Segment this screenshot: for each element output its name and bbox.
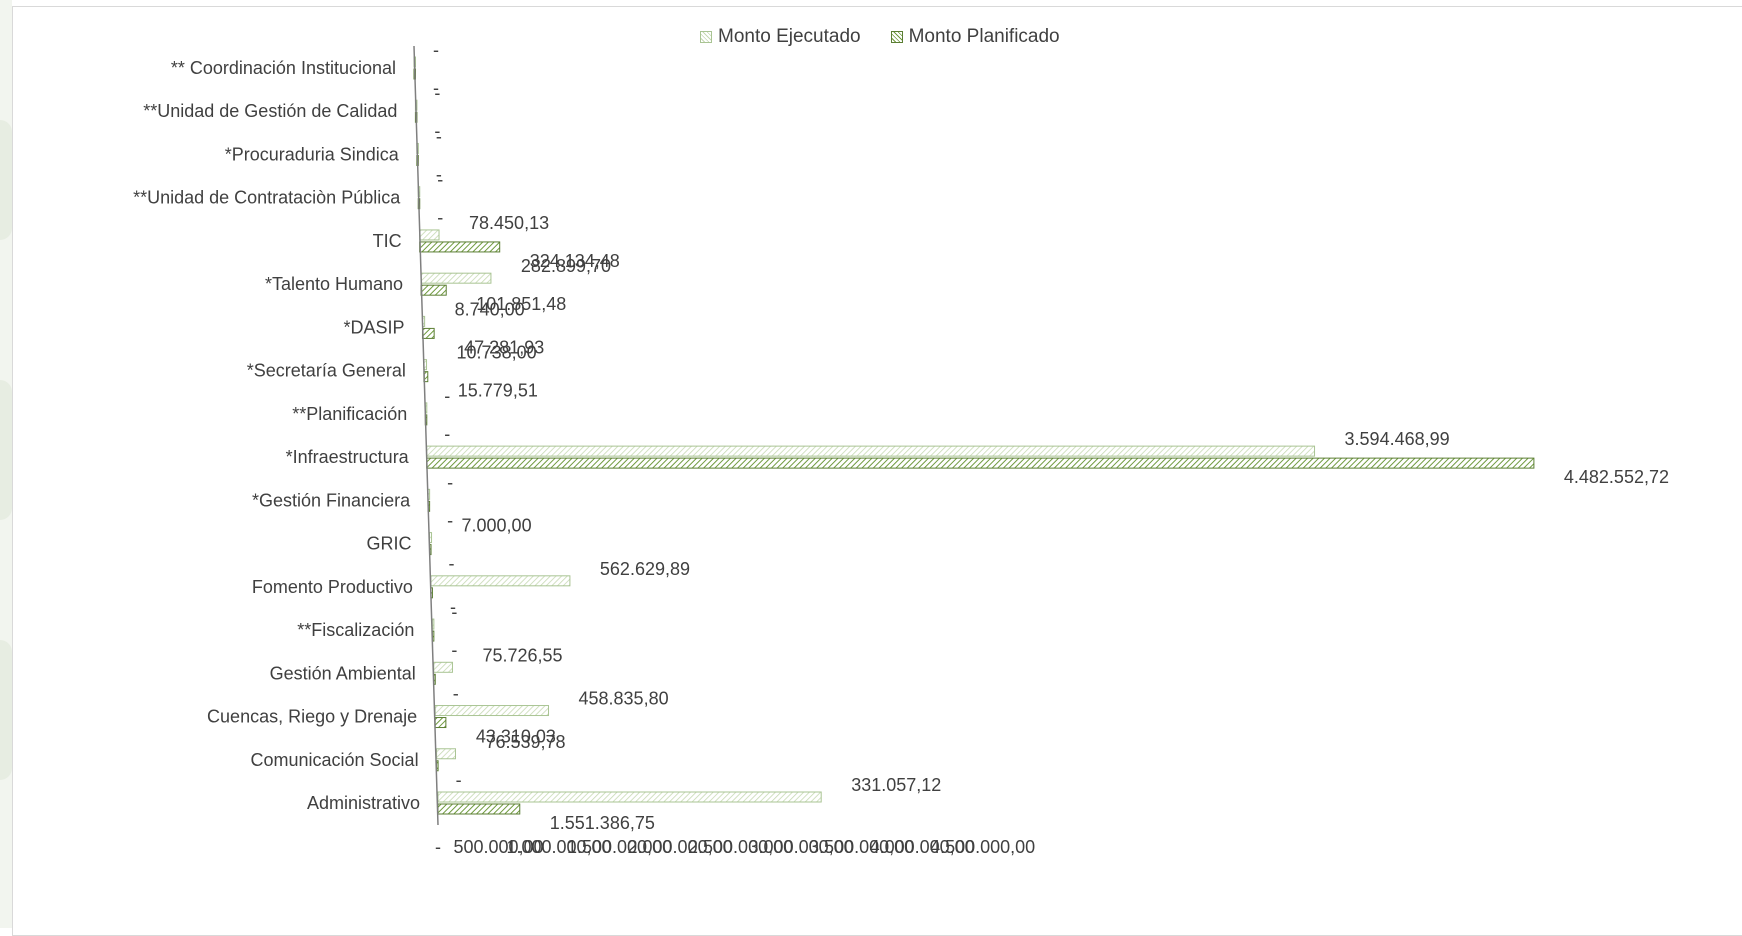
data-label-planned: 324.134,48: [530, 251, 620, 271]
category-label: ** Coordinación Institucional: [171, 58, 396, 78]
data-label-executed: 3.594.468,99: [1345, 429, 1450, 449]
legend-item-planned: Monto Planificado: [890, 26, 1060, 48]
category-label: **Planificación: [292, 404, 407, 424]
category-label: TIC: [373, 231, 402, 251]
category-label: Administrativo: [307, 793, 420, 813]
category-label: *Talento Humano: [265, 274, 403, 294]
bar-executed: [419, 229, 440, 241]
data-label-planned: -: [434, 121, 440, 141]
data-label-executed: 78.450,13: [469, 213, 549, 233]
data-label-executed: -: [447, 472, 453, 492]
category-label: GRIC: [367, 534, 412, 554]
category-label: *Secretaría General: [247, 361, 406, 381]
category-label: **Unidad de Gestión de Calidad: [143, 101, 397, 121]
data-label-executed: 7.000,00: [462, 516, 532, 536]
chart-area: [12, 6, 1742, 936]
data-label-executed: -: [451, 602, 457, 622]
data-label-executed: -: [444, 386, 450, 406]
data-label-executed: -: [434, 83, 440, 103]
bar-planned: [434, 717, 447, 729]
category-label: **Fiscalización: [297, 620, 414, 640]
x-tick-label: 4.000.000,00: [870, 837, 975, 857]
category-label: *DASIP: [343, 317, 404, 337]
data-label-executed: 458.835,80: [579, 689, 669, 709]
data-label-planned: -: [450, 597, 456, 617]
data-label-planned: -: [437, 208, 443, 228]
data-label-planned: 1.551.386,75: [550, 813, 655, 833]
bar-planned: [419, 241, 501, 253]
bar-executed: [420, 272, 492, 284]
legend-swatch-executed: [700, 31, 712, 43]
x-tick-label: 3.000.000,00: [749, 837, 854, 857]
legend-swatch-planned: [890, 31, 903, 43]
data-label-planned: -: [451, 640, 457, 660]
data-label-planned: -: [436, 164, 442, 184]
x-tick-label: -: [435, 837, 441, 857]
x-tick-label: 3.500.000,00: [809, 837, 914, 857]
legend-label-planned: Monto Planificado: [908, 26, 1060, 47]
category-label: Gestión Ambiental: [270, 663, 416, 683]
category-axis-line: [413, 45, 439, 826]
x-tick-label: 1.500.000,00: [567, 837, 672, 857]
category-label: *Gestión Financiera: [252, 490, 411, 510]
legend-item-executed: Monto Ejecutado: [700, 26, 861, 48]
background-decoration: [0, 120, 12, 240]
bar-executed: [430, 575, 571, 587]
data-label-planned: 4.482.552,72: [1564, 467, 1669, 487]
data-label-planned: -: [456, 770, 462, 790]
data-label-planned: 15.779,51: [458, 381, 538, 401]
data-label-planned: -: [444, 424, 450, 444]
data-label-planned: 43.310,03: [476, 727, 556, 747]
x-tick-label: 500.000,00: [453, 837, 543, 857]
category-label: *Infraestructura: [286, 447, 410, 467]
data-label-executed: -: [433, 40, 439, 60]
category-label: *Procuraduria Sindica: [225, 144, 400, 164]
data-label-planned: -: [453, 683, 459, 703]
data-label-planned: -: [433, 78, 439, 98]
bar-planned: [421, 327, 435, 339]
data-label-planned: 101.851,48: [476, 294, 566, 314]
x-tick-label: 2.500.000,00: [688, 837, 793, 857]
bar-executed: [426, 445, 1316, 457]
data-label-executed: -: [436, 126, 442, 146]
category-label: Cuencas, Riego y Drenaje: [207, 707, 417, 727]
data-label-executed: 75.726,55: [482, 645, 562, 665]
bar-planned: [437, 803, 521, 815]
bar-executed: [434, 705, 550, 717]
bar-executed: [436, 748, 456, 760]
background-decoration: [0, 380, 12, 520]
data-label-executed: 76.539,78: [485, 732, 565, 752]
data-label-planned: -: [447, 510, 453, 530]
data-label-executed: 562.629,89: [600, 559, 690, 579]
legend-label-executed: Monto Ejecutado: [718, 26, 861, 47]
x-tick-label: 4.500.000,00: [930, 837, 1035, 857]
data-label-executed: 282.899,70: [521, 256, 611, 276]
category-label: Comunicación Social: [250, 750, 418, 770]
data-label-executed: 10.738,00: [457, 343, 537, 363]
data-label-planned: 47.281,93: [464, 337, 544, 357]
data-label-executed: 8.740,00: [455, 299, 525, 319]
category-label: Fomento Productivo: [252, 577, 413, 597]
x-tick-label: 2.000.000,00: [628, 837, 733, 857]
x-tick-label: 1.000.000,00: [506, 837, 611, 857]
category-label: **Unidad de Contrataciòn Pública: [133, 188, 401, 208]
bar-planned: [426, 457, 1535, 469]
legend: Monto Ejecutado Monto Planificado: [700, 26, 1060, 48]
data-label-executed: 331.057,12: [851, 775, 941, 795]
bar-executed: [437, 791, 822, 803]
bar-planned: [420, 284, 447, 296]
bar-executed: [433, 661, 453, 673]
background-decoration: [0, 640, 12, 780]
data-label-planned: -: [449, 554, 455, 574]
data-label-executed: -: [437, 170, 443, 190]
